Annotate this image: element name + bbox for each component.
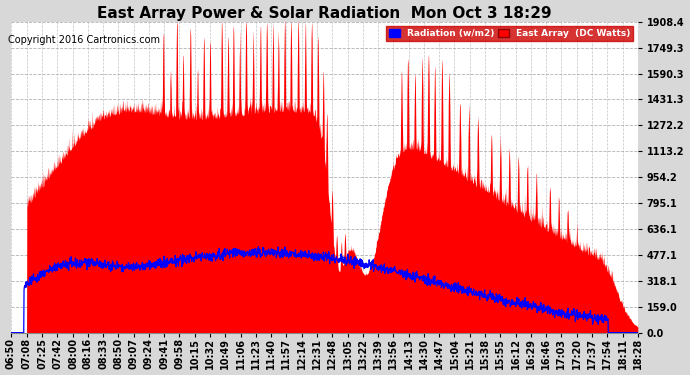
Title: East Array Power & Solar Radiation  Mon Oct 3 18:29: East Array Power & Solar Radiation Mon O… xyxy=(97,6,551,21)
Legend: Radiation (w/m2), East Array  (DC Watts): Radiation (w/m2), East Array (DC Watts) xyxy=(386,26,633,40)
Text: Copyright 2016 Cartronics.com: Copyright 2016 Cartronics.com xyxy=(8,35,160,45)
